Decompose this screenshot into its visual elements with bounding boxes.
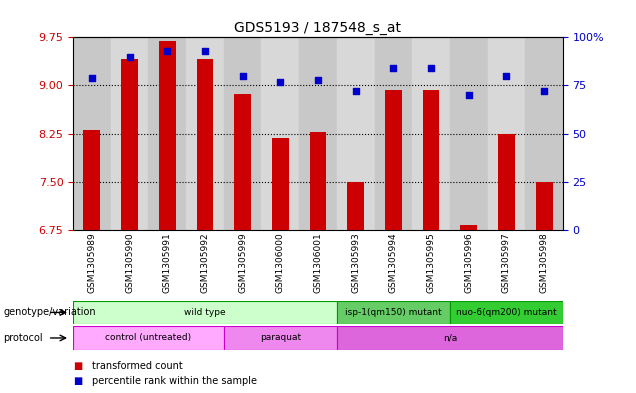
Point: [426, 65, 436, 71]
Bar: [460, 225, 477, 230]
Point: [238, 73, 248, 79]
Text: nuo-6(qm200) mutant: nuo-6(qm200) mutant: [456, 308, 556, 317]
Point: [200, 48, 210, 54]
Text: percentile rank within the sample: percentile rank within the sample: [92, 376, 257, 386]
Bar: [148, 37, 186, 230]
Point: [464, 92, 474, 98]
Bar: [347, 182, 364, 230]
Title: GDS5193 / 187548_s_at: GDS5193 / 187548_s_at: [235, 21, 401, 35]
Bar: [337, 326, 563, 350]
Text: control (untreated): control (untreated): [106, 334, 191, 342]
Bar: [111, 37, 148, 230]
Bar: [422, 90, 439, 230]
Text: genotype/variation: genotype/variation: [3, 307, 96, 318]
Point: [87, 75, 97, 81]
Bar: [197, 59, 214, 230]
Bar: [498, 134, 515, 230]
Point: [313, 77, 323, 83]
Bar: [385, 90, 402, 230]
Bar: [450, 37, 488, 230]
Bar: [375, 37, 412, 230]
Text: n/a: n/a: [443, 334, 457, 342]
Point: [539, 88, 549, 94]
Text: wild type: wild type: [184, 308, 226, 317]
Bar: [159, 40, 176, 230]
Bar: [412, 37, 450, 230]
Bar: [73, 326, 224, 350]
Bar: [536, 182, 553, 230]
Bar: [525, 37, 563, 230]
Point: [275, 79, 286, 85]
Text: ■: ■: [73, 376, 83, 386]
Bar: [261, 37, 299, 230]
Text: isp-1(qm150) mutant: isp-1(qm150) mutant: [345, 308, 441, 317]
Bar: [272, 138, 289, 230]
Point: [388, 65, 398, 71]
Text: transformed count: transformed count: [92, 361, 183, 371]
Text: ■: ■: [73, 361, 83, 371]
Point: [162, 48, 172, 54]
Bar: [299, 37, 337, 230]
Bar: [186, 37, 224, 230]
Bar: [224, 37, 261, 230]
Bar: [310, 132, 326, 230]
Bar: [73, 301, 337, 324]
Bar: [337, 37, 375, 230]
Bar: [337, 301, 450, 324]
Bar: [121, 59, 138, 230]
Point: [125, 53, 135, 60]
Bar: [83, 130, 100, 230]
Bar: [224, 326, 337, 350]
Bar: [234, 94, 251, 230]
Bar: [73, 37, 111, 230]
Bar: [450, 301, 563, 324]
Point: [501, 73, 511, 79]
Text: protocol: protocol: [3, 333, 43, 343]
Point: [350, 88, 361, 94]
Bar: [488, 37, 525, 230]
Text: paraquat: paraquat: [259, 334, 301, 342]
